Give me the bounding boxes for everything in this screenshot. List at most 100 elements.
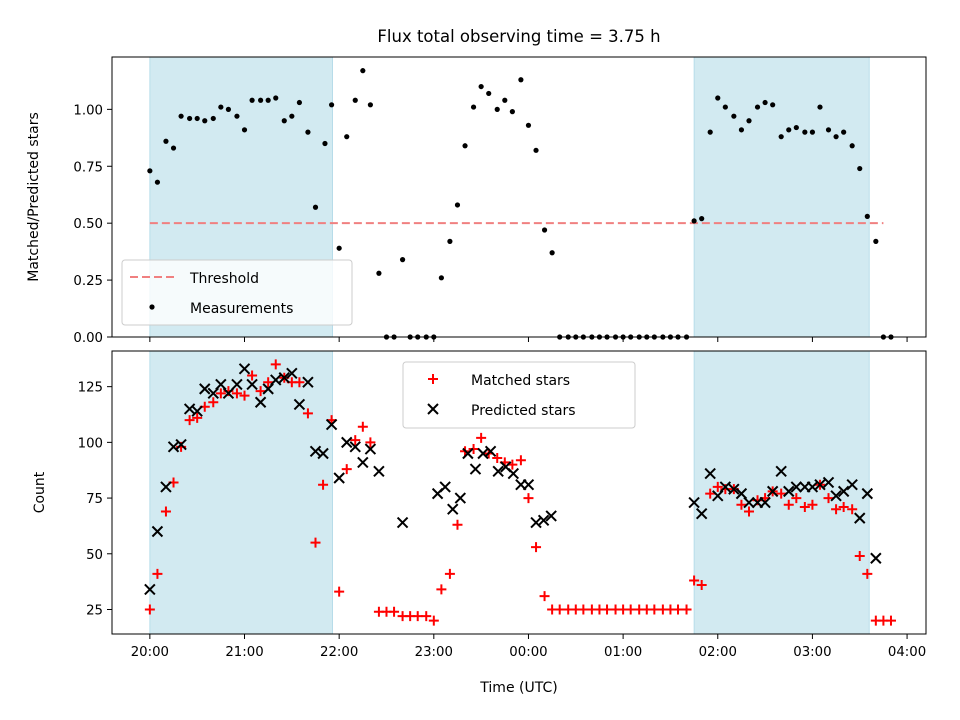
legend-measurements-swatch [149, 304, 155, 310]
y-tick-label: 75 [86, 492, 103, 507]
data-point [218, 104, 224, 110]
x-tick-label: 20:00 [131, 645, 169, 660]
data-point [160, 506, 171, 517]
data-point [357, 421, 368, 432]
data-point [341, 436, 353, 449]
y-tick-label: 0.75 [73, 160, 103, 175]
data-point [341, 464, 352, 475]
legend-box [121, 259, 353, 326]
legend: Matched stars Predicted stars [402, 361, 636, 429]
data-point [352, 97, 358, 103]
data-point [175, 438, 187, 451]
legend-predicted-swatch [427, 403, 439, 415]
data-point [364, 443, 377, 455]
data-point [578, 604, 589, 615]
data-point [222, 387, 235, 400]
data-point [847, 504, 858, 515]
data-point [294, 377, 305, 388]
data-point [302, 376, 314, 388]
data-point [452, 519, 463, 530]
data-point [830, 490, 842, 502]
data-point [537, 514, 550, 527]
y-tick-label: 100 [78, 436, 103, 451]
data-point [688, 496, 700, 509]
shaded-interval [693, 56, 870, 338]
chart-title: Flux total observing time = 3.75 h [377, 27, 660, 46]
data-point [746, 118, 752, 124]
data-point [399, 257, 406, 263]
data-point [885, 615, 896, 626]
data-point [389, 606, 400, 617]
data-point [178, 113, 184, 119]
axes-frame [111, 350, 927, 635]
data-point [147, 168, 153, 174]
data-point [861, 487, 874, 500]
top-panel: 0.00 0.25 0.50 0.75 1.00 Matched/Predicted st… [26, 56, 927, 346]
data-point [518, 77, 524, 83]
data-point [522, 478, 535, 491]
data-point [492, 465, 504, 478]
y-tick-label: 25 [86, 603, 103, 618]
data-point [814, 478, 826, 491]
data-point [376, 270, 382, 276]
data-point [210, 115, 216, 122]
data-point [231, 388, 242, 399]
data-point [695, 507, 708, 520]
data-point [822, 476, 835, 489]
data-point [766, 485, 779, 498]
data-point [549, 250, 555, 256]
series-x [144, 363, 882, 596]
data-point [447, 503, 459, 515]
shaded-interval [149, 350, 333, 635]
y-tick-label: 50 [86, 548, 103, 563]
data-point [234, 113, 240, 119]
data-point [704, 467, 716, 480]
data-point [270, 359, 281, 370]
data-point [728, 483, 740, 495]
data-point [775, 465, 787, 478]
data-point [696, 579, 707, 590]
x-tick-label: 03:00 [793, 645, 831, 660]
data-point [144, 583, 156, 596]
data-point [492, 452, 503, 463]
data-point [249, 97, 255, 103]
data-point [854, 551, 865, 562]
data-point [328, 102, 335, 108]
x-tick-label: 21:00 [225, 645, 263, 660]
data-point [438, 275, 444, 281]
data-point [160, 481, 172, 493]
data-point [270, 374, 282, 386]
data-point [239, 390, 250, 401]
data-point [523, 493, 534, 504]
data-point [862, 568, 873, 579]
data-point [486, 90, 492, 97]
data-point [786, 127, 792, 133]
data-point [783, 485, 795, 498]
data-point [476, 432, 487, 443]
data-point [744, 506, 755, 517]
data-point [509, 109, 515, 115]
legend-label: Measurements [190, 301, 293, 317]
data-point [469, 463, 482, 475]
data-point [396, 516, 409, 529]
data-point [192, 412, 203, 423]
data-point [478, 83, 484, 90]
data-point [312, 204, 319, 210]
data-point [334, 586, 345, 597]
data-point [515, 455, 526, 466]
y-axis-label: Count [32, 471, 48, 513]
legend-box [402, 361, 636, 429]
data-point [719, 481, 732, 493]
y-tick-label: 0.25 [73, 274, 103, 289]
data-point [151, 525, 164, 538]
data-point [144, 604, 155, 615]
y-tick-label: 0.50 [73, 217, 103, 232]
data-point [318, 479, 329, 490]
data-point [778, 134, 784, 140]
x-tick-label: 00:00 [509, 645, 547, 660]
data-point [831, 504, 842, 515]
data-point [681, 604, 692, 615]
data-point [707, 129, 713, 135]
data-point [809, 129, 816, 135]
